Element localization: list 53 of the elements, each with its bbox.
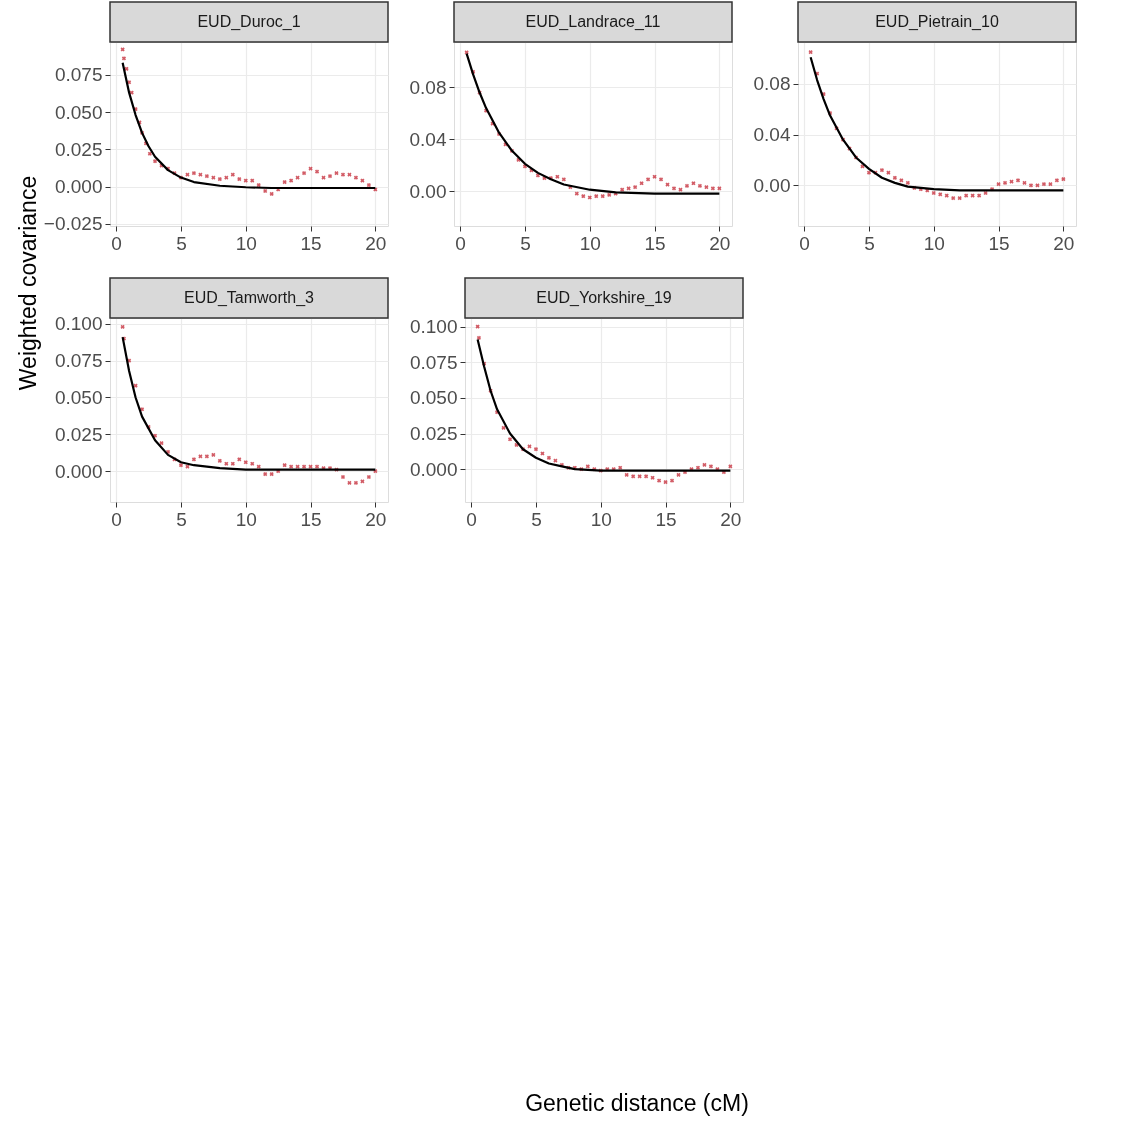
x-tick-label: 10	[235, 508, 257, 530]
y-tick-label: 0.000	[54, 176, 103, 198]
y-tick-label: 0.08	[409, 76, 447, 98]
x-tick-label: 0	[466, 508, 477, 530]
y-axis-title: Weighted covariance	[15, 175, 41, 391]
y-tick-label: 0.00	[409, 180, 447, 202]
chart-title: EUD_Tamworth_3	[184, 289, 315, 307]
x-tick-label: 5	[520, 232, 531, 254]
x-tick-label: 20	[365, 232, 387, 254]
y-tick-label: 0.050	[54, 386, 103, 408]
y-tick-label: 0.04	[409, 128, 447, 150]
y-tick-label: 0.000	[54, 460, 103, 482]
y-tick-label: 0.075	[54, 64, 103, 86]
y-tick-label: 0.025	[409, 423, 458, 445]
y-tick-label: 0.075	[54, 350, 103, 372]
x-tick-label: 15	[300, 508, 322, 530]
x-tick-label: 10	[590, 508, 612, 530]
x-tick-label: 15	[300, 232, 322, 254]
y-tick-label: 0.075	[409, 351, 458, 373]
chart-title: EUD_Duroc_1	[197, 13, 301, 31]
y-tick-label: 0.000	[409, 458, 458, 480]
x-tick-label: 20	[365, 508, 387, 530]
chart-title: EUD_Landrace_11	[525, 13, 661, 31]
y-tick-label: 0.00	[753, 174, 791, 196]
chart-title: EUD_Pietrain_10	[875, 13, 999, 31]
x-tick-label: 15	[655, 508, 677, 530]
x-tick-label: 5	[176, 508, 187, 530]
x-tick-label: 5	[531, 508, 542, 530]
x-tick-label: 20	[720, 508, 742, 530]
y-tick-label: −0.025	[43, 213, 103, 235]
x-tick-label: 5	[864, 232, 875, 254]
x-tick-label: 20	[1053, 232, 1075, 254]
x-tick-label: 15	[644, 232, 666, 254]
x-tick-label: 0	[111, 232, 122, 254]
y-tick-label: 0.025	[54, 423, 103, 445]
chart-title: EUD_Yorkshire_19	[536, 289, 672, 307]
x-tick-label: 10	[579, 232, 601, 254]
x-axis-title: Genetic distance (cM)	[525, 1090, 749, 1116]
y-tick-label: 0.050	[409, 387, 458, 409]
x-tick-label: 5	[176, 232, 187, 254]
y-tick-label: 0.04	[753, 124, 791, 146]
y-tick-label: 0.100	[54, 313, 103, 335]
y-tick-label: 0.08	[753, 73, 791, 95]
x-tick-label: 0	[455, 232, 466, 254]
x-tick-label: 0	[111, 508, 122, 530]
x-tick-label: 0	[799, 232, 810, 254]
x-tick-label: 10	[235, 232, 257, 254]
y-tick-label: 0.100	[409, 316, 458, 338]
y-tick-label: 0.050	[54, 101, 103, 123]
x-tick-label: 10	[923, 232, 945, 254]
y-tick-label: 0.025	[54, 138, 103, 160]
x-tick-label: 15	[988, 232, 1010, 254]
x-tick-label: 20	[709, 232, 731, 254]
